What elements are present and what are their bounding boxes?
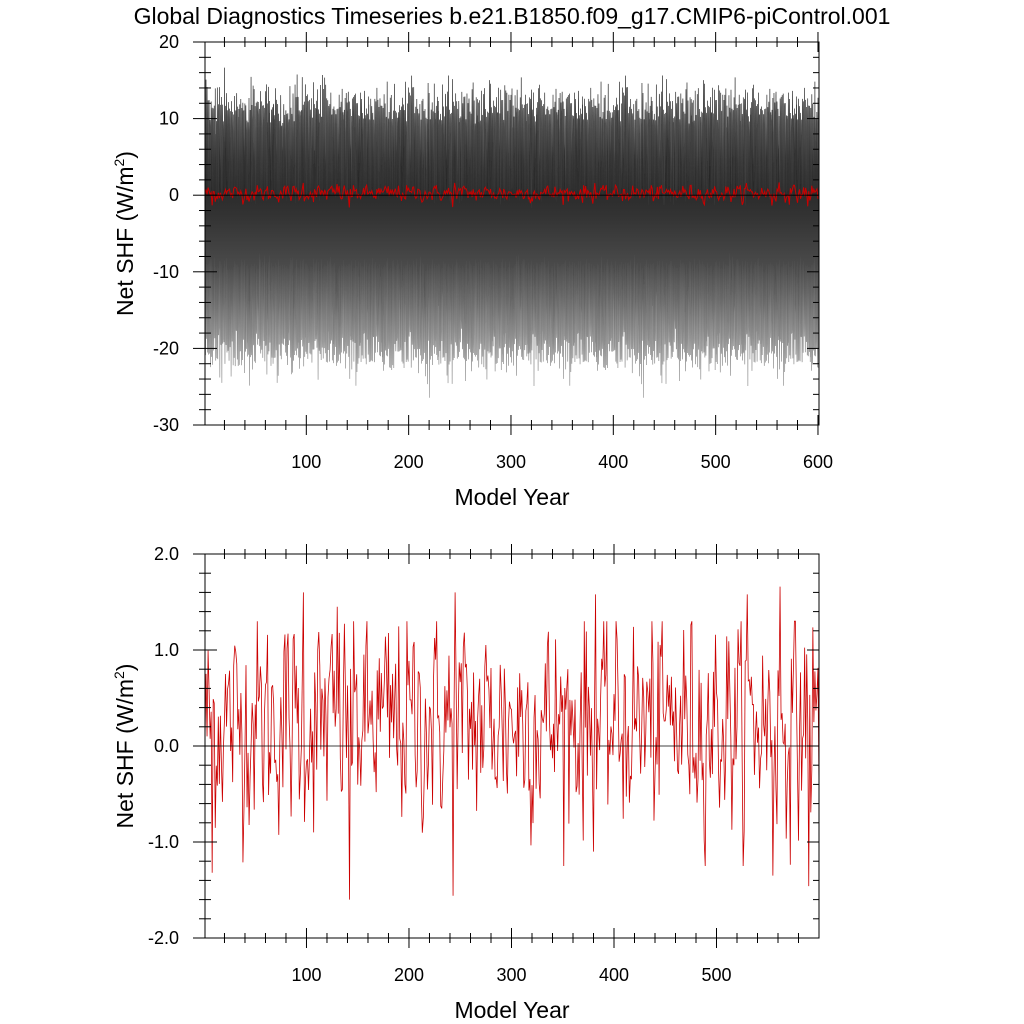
plot-area <box>205 586 819 900</box>
y-axis-label-text: Net SHF (W/m <box>112 166 138 316</box>
y-tick-label: 1.0 <box>154 640 179 660</box>
y-axis-label-close: ) <box>112 664 138 672</box>
annual-mean-series-line <box>205 586 819 900</box>
y-axis-label: Net SHF (W/m2) <box>111 664 138 829</box>
x-tick-label: 400 <box>598 452 628 472</box>
y-axis-label-text: Net SHF (W/m <box>112 679 138 829</box>
top-panel: -30 -20 -10 0 10 20 100 200 300 400 500 600 Model Ye… <box>111 32 833 510</box>
x-axis-label: Model Year <box>454 997 569 1023</box>
x-tick-label: 300 <box>496 965 526 985</box>
monthly-series-line <box>205 67 819 398</box>
x-tick-label: 200 <box>394 965 424 985</box>
x-tick-label: 500 <box>701 452 731 472</box>
y-tick-label: 10 <box>159 109 179 129</box>
bottom-panel: -2.0 -1.0 0.0 1.0 2.0 100 200 300 400 500 Model Ye… <box>111 544 820 1023</box>
x-tick-label: 300 <box>496 452 526 472</box>
x-tick-label: 200 <box>394 452 424 472</box>
y-axis-label-superscript: 2 <box>111 671 127 679</box>
y-axis-label: Net SHF (W/m2) <box>111 151 138 316</box>
y-tick-label: -20 <box>153 338 179 358</box>
y-tick-label: -30 <box>153 415 179 435</box>
y-axis-label-close: ) <box>112 151 138 159</box>
y-axis-label-superscript: 2 <box>111 158 127 166</box>
annual-mean-series-line <box>205 182 819 208</box>
x-tick-label: 400 <box>599 965 629 985</box>
x-tick-label: 500 <box>701 965 731 985</box>
plot-frame <box>204 41 820 426</box>
x-tick-label: 600 <box>803 452 833 472</box>
y-tick-label: 0 <box>169 185 179 205</box>
y-tick-label: 20 <box>159 32 179 52</box>
x-axis-label: Model Year <box>454 484 569 510</box>
x-tick-label: 100 <box>291 965 321 985</box>
chart-title: Global Diagnostics Timeseries b.e21.B185… <box>134 3 891 29</box>
plot-area <box>205 67 819 398</box>
y-tick-label: 0.0 <box>154 736 179 756</box>
x-tick-label: 100 <box>291 452 321 472</box>
y-tick-label: 2.0 <box>154 544 179 564</box>
y-tick-label: -2.0 <box>148 928 179 948</box>
y-tick-label: -10 <box>153 262 179 282</box>
y-tick-label: -1.0 <box>148 832 179 852</box>
